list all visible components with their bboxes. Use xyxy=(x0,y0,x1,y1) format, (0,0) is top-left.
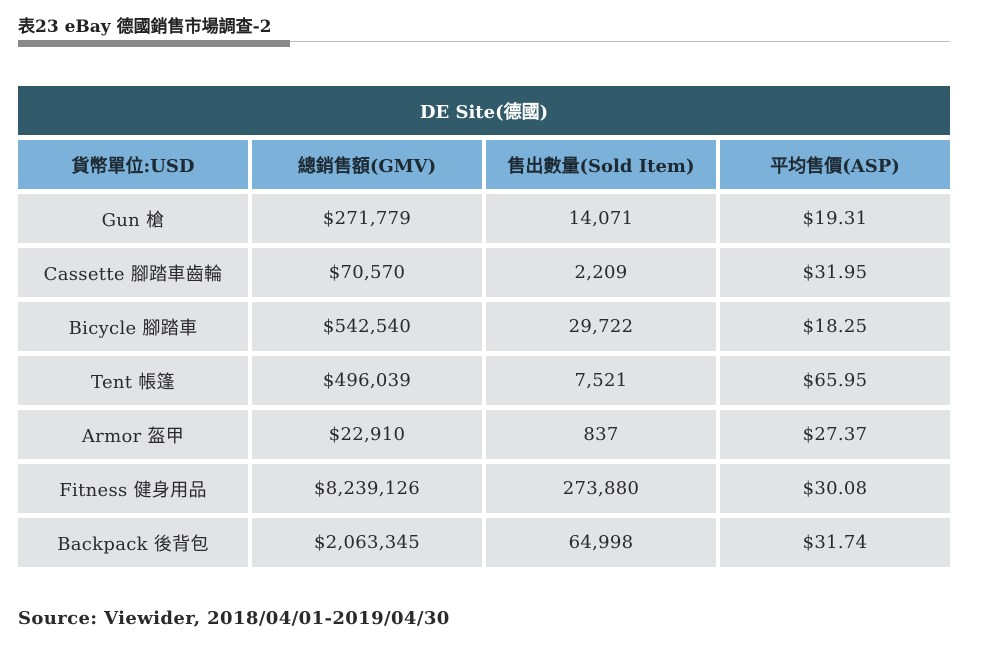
row-5-sold-item: 837 xyxy=(486,410,716,459)
header-gmv: 總銷售額(GMV) xyxy=(252,140,482,189)
row-3-asp: $18.25 xyxy=(720,302,950,351)
row-2-sold-item: 2,209 xyxy=(486,248,716,297)
row-7-gmv: $2,063,345 xyxy=(252,518,482,567)
row-5-asp: $27.37 xyxy=(720,410,950,459)
document-title: 表23 eBay 德國銷售市場調查-2 xyxy=(18,17,272,37)
header-currency-unit: 貨幣單位:USD xyxy=(18,140,248,189)
row-7-sold-item: 64,998 xyxy=(486,518,716,567)
table-grid: 貨幣單位:USD 總銷售額(GMV) 售出數量(Sold Item) 平均售價(… xyxy=(18,140,950,567)
row-5-gmv: $22,910 xyxy=(252,410,482,459)
row-7-category: Backpack 後背包 xyxy=(18,518,248,567)
row-6-category: Fitness 健身用品 xyxy=(18,464,248,513)
row-5-category: Armor 盔甲 xyxy=(18,410,248,459)
row-1-gmv: $271,779 xyxy=(252,194,482,243)
table-caption: DE Site(德國) xyxy=(18,86,950,135)
row-2-category: Cassette 腳踏車齒輪 xyxy=(18,248,248,297)
header-sold-item: 售出數量(Sold Item) xyxy=(486,140,716,189)
row-4-gmv: $496,039 xyxy=(252,356,482,405)
row-6-sold-item: 273,880 xyxy=(486,464,716,513)
row-4-category: Tent 帳篷 xyxy=(18,356,248,405)
row-1-category: Gun 槍 xyxy=(18,194,248,243)
row-3-gmv: $542,540 xyxy=(252,302,482,351)
row-3-sold-item: 29,722 xyxy=(486,302,716,351)
row-2-asp: $31.95 xyxy=(720,248,950,297)
row-1-asp: $19.31 xyxy=(720,194,950,243)
row-3-category: Bicycle 腳踏車 xyxy=(18,302,248,351)
row-4-sold-item: 7,521 xyxy=(486,356,716,405)
source-note: Source: Viewider, 2018/04/01-2019/04/30 xyxy=(18,608,450,629)
row-2-gmv: $70,570 xyxy=(252,248,482,297)
row-7-asp: $31.74 xyxy=(720,518,950,567)
header-asp: 平均售價(ASP) xyxy=(720,140,950,189)
title-divider xyxy=(18,41,950,42)
title-accent-bar xyxy=(18,40,290,47)
row-4-asp: $65.95 xyxy=(720,356,950,405)
row-6-gmv: $8,239,126 xyxy=(252,464,482,513)
sales-table: DE Site(德國) 貨幣單位:USD 總銷售額(GMV) 售出數量(Sold… xyxy=(18,86,950,567)
row-6-asp: $30.08 xyxy=(720,464,950,513)
row-1-sold-item: 14,071 xyxy=(486,194,716,243)
